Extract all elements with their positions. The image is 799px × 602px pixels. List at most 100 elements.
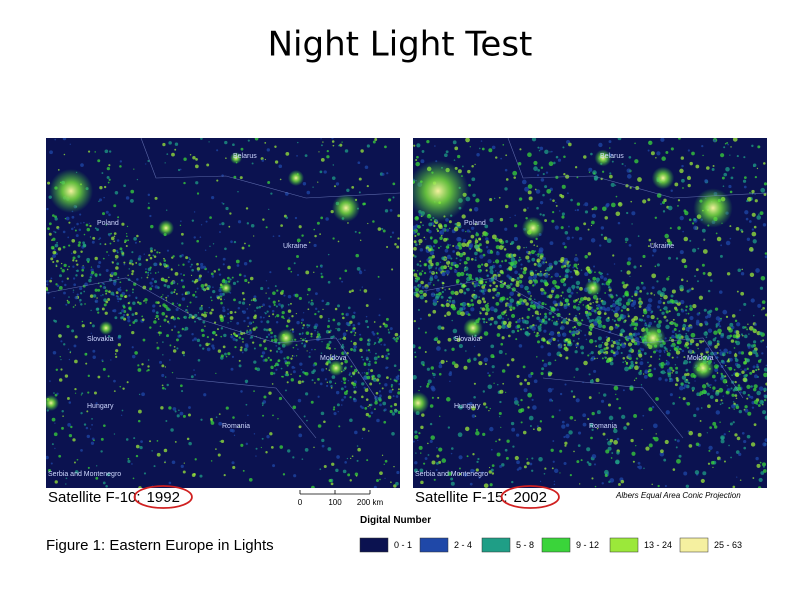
light-dot [62,230,66,234]
light-dot [241,246,245,250]
light-dot [738,409,742,414]
light-dot [746,367,749,371]
light-dot [252,321,255,323]
light-dot [612,156,614,158]
light-dot [138,255,142,259]
light-dot [757,359,762,363]
light-dot [119,297,122,301]
light-dot [720,359,725,363]
light-dot [355,386,357,388]
light-dot [527,207,529,209]
light-dot [537,168,541,172]
light-dot [757,368,760,371]
light-dot [240,147,244,151]
light-dot [203,289,206,291]
light-dot [554,359,557,362]
light-dot [66,277,69,280]
light-dot [720,362,722,364]
light-dot [565,321,570,325]
light-dot [627,298,632,303]
light-dot [320,272,323,275]
light-dot [714,307,719,311]
light-dot [594,340,597,343]
light-dot [81,268,85,272]
light-dot [134,312,138,316]
light-dot [591,454,597,459]
light-dot [741,268,744,271]
light-dot [348,372,352,375]
light-dot [482,432,486,437]
light-dot [312,186,314,188]
light-dot [686,372,690,376]
light-dot [603,277,608,281]
light-dot [96,297,98,299]
light-dot [341,337,344,340]
light-dot [738,351,742,355]
light-dot [679,168,684,174]
light-dot [314,234,317,238]
light-dot [631,211,636,216]
light-dot [550,277,552,279]
light-dot [471,405,476,411]
light-dot [302,182,307,186]
light-dot [171,329,173,331]
light-dot [221,222,225,226]
light-dot [553,260,558,265]
light-dot [675,333,677,335]
light-dot [92,349,96,353]
light-dot [473,207,479,212]
light-dot [504,227,508,231]
light-dot [360,149,364,153]
light-dot [205,342,209,347]
light-dot [225,157,227,159]
light-dot [531,457,534,460]
light-dot [126,225,129,228]
light-dot [485,281,488,284]
light-dot [48,222,52,226]
light-dot [482,292,486,295]
light-dot [758,213,760,216]
light-dot [479,269,482,272]
light-dot [161,311,166,316]
light-dot [298,374,302,378]
light-dot [250,223,255,228]
light-dot [233,434,236,437]
light-dot [319,382,323,386]
city-glow [651,166,675,190]
light-dot [332,144,335,147]
light-dot [552,199,555,202]
light-dot [554,468,559,474]
light-dot [439,230,445,235]
light-dot [414,234,417,238]
light-dot [588,396,592,399]
light-dot [71,215,75,219]
light-dot [587,317,590,320]
light-dot [326,343,330,347]
light-dot [373,408,376,411]
light-dot [147,271,150,274]
light-dot [248,321,252,325]
light-dot [499,217,504,222]
light-dot [601,306,606,311]
light-dot [110,291,115,296]
light-dot [608,288,612,292]
light-dot [433,377,435,379]
light-dot [594,485,597,488]
light-dot [726,141,729,144]
light-dot [209,311,213,315]
light-dot [751,189,755,194]
light-dot [504,448,508,452]
light-dot [101,359,104,362]
light-dot [91,240,95,244]
light-dot [720,399,723,402]
light-dot [64,283,67,287]
light-dot [72,289,75,291]
light-dot [457,237,462,242]
light-dot [608,415,614,421]
light-dot [564,444,567,447]
light-dot [431,254,435,259]
light-dot [532,304,536,308]
light-dot [337,410,339,413]
light-dot [155,311,159,315]
light-dot [763,443,767,447]
